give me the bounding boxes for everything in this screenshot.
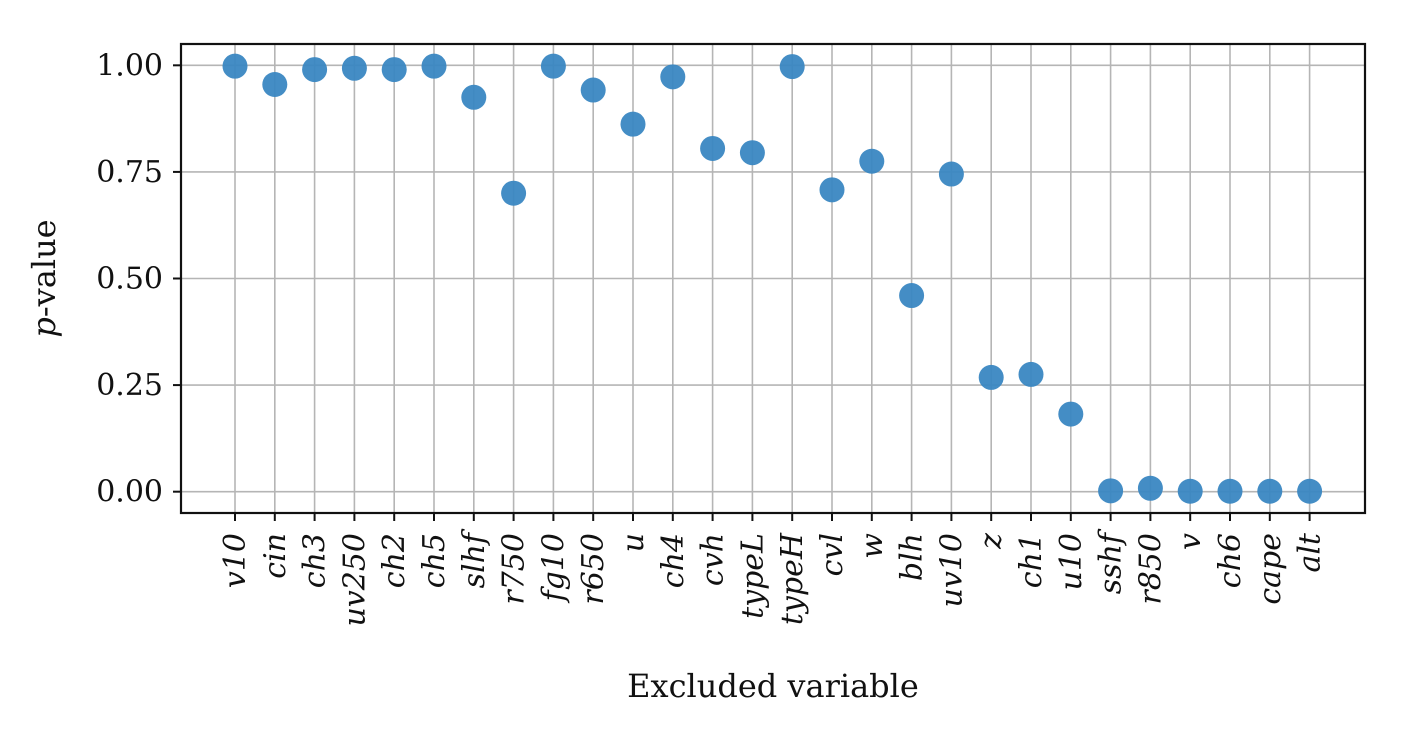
y-axis-label-rest: -value [25,219,63,317]
grid-lines [181,44,1365,513]
data-point-uv10 [938,161,964,187]
x-tick-label-sshf: sshf [1094,528,1129,594]
x-tick-label-cin: cin [258,533,293,579]
x-tick-label-blh: blh [895,533,930,581]
data-point-cin [262,72,288,98]
data-point-slhf [461,84,487,110]
x-axis-ticks: v10 cin ch3 uv250 ch2 ch5 slhf r750 fg10 r650 u ch4… [218,513,1328,627]
data-point-u10 [1058,401,1084,427]
data-point-fg10 [540,53,566,79]
x-tick-label-v10: v10 [218,533,253,588]
x-tick-label-z: z [974,533,1009,550]
data-point-typeL [739,140,765,166]
data-point-uv250 [341,55,367,81]
data-point-v [1177,478,1203,504]
y-axis-label: p-value [25,219,63,337]
x-tick-label-cvh: cvh [696,533,731,586]
data-point-z [978,364,1004,390]
x-tick-label-w: w [855,533,890,559]
data-point-r750 [501,180,527,206]
data-point-w [859,148,885,174]
x-tick-label-ch4: ch4 [656,533,691,588]
data-point-cvl [819,177,845,203]
data-point-cvh [700,135,726,161]
x-tick-label-typeH: typeH [775,532,810,625]
data-point-ch6 [1217,478,1243,504]
data-point-r650 [580,77,606,103]
data-point-ch4 [660,64,686,90]
y-tick-label: 0.00 [96,475,163,510]
x-tick-label-ch1: ch1 [1014,533,1049,588]
y-axis-label-italic: p [25,317,63,337]
x-tick-label-r850: r850 [1133,533,1168,605]
data-point-cape [1257,478,1283,504]
x-tick-label-ch2: ch2 [377,533,412,588]
data-point-alt [1297,478,1323,504]
y-tick-label: 1.00 [96,48,163,83]
data-point-u [620,111,646,137]
y-axis-ticks: 0.00 0.25 0.50 0.75 1.00 [96,48,181,510]
x-tick-label-uv10: uv10 [934,533,969,607]
y-tick-label: 0.50 [96,262,163,297]
x-tick-label-ch5: ch5 [417,533,452,588]
data-point-ch3 [302,57,328,83]
x-tick-label-alt: alt [1293,532,1328,572]
x-tick-label-typeL: typeL [735,533,770,619]
x-tick-label-r650: r650 [576,533,611,605]
x-tick-label-uv250: uv250 [337,533,372,627]
x-tick-label-slhf: slhf [457,528,492,588]
data-point-v10 [222,53,248,79]
data-point-blh [899,283,925,309]
data-point-r850 [1137,475,1163,501]
y-tick-label: 0.25 [96,368,163,403]
data-points [222,53,1323,504]
data-point-sshf [1098,478,1124,504]
x-tick-label-cvl: cvl [815,533,850,576]
y-tick-label: 0.75 [96,155,163,190]
data-point-ch1 [1018,361,1044,387]
x-tick-label-u10: u10 [1054,533,1089,591]
x-tick-label-ch3: ch3 [298,533,333,588]
x-tick-label-r750: r750 [497,533,532,605]
x-axis-label: Excluded variable [627,667,919,705]
x-tick-label-u: u [616,533,651,552]
data-point-ch2 [381,57,407,83]
x-tick-label-ch6: ch6 [1213,533,1248,588]
data-point-typeH [779,54,805,80]
x-tick-label-v: v [1173,533,1208,550]
x-tick-label-cape: cape [1253,533,1288,605]
data-point-ch5 [421,53,447,79]
x-tick-label-fg10: fg10 [536,533,571,603]
